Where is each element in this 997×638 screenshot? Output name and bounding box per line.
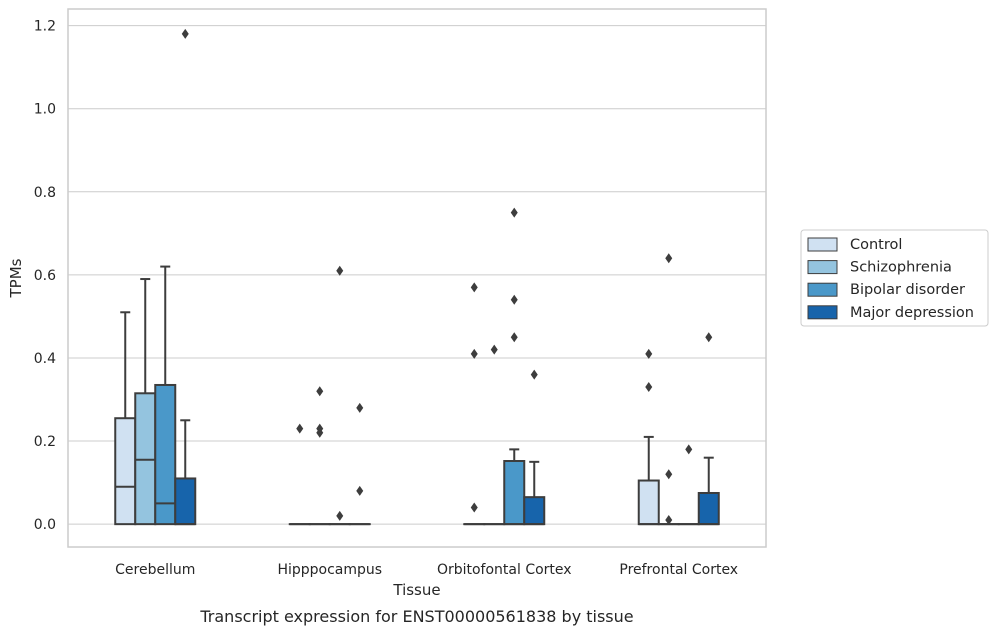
box-body <box>524 497 544 524</box>
outlier-point <box>531 370 538 380</box>
outlier-point <box>511 208 518 218</box>
y-tick-label: 0.8 <box>34 185 56 201</box>
box-body <box>135 393 155 524</box>
outlier-point <box>665 253 672 263</box>
x-tick-label: Prefrontal Cortex <box>619 562 738 578</box>
y-tick-label: 0.6 <box>34 268 56 284</box>
x-tick-label: Cerebellum <box>115 562 195 578</box>
y-tick-label: 0.0 <box>34 517 56 533</box>
y-tick-label: 0.4 <box>34 351 56 367</box>
box-control <box>290 424 310 525</box>
outlier-point <box>182 29 189 39</box>
box-body <box>504 461 524 524</box>
outlier-point <box>705 332 712 342</box>
legend-swatch <box>808 283 837 296</box>
outlier-point <box>685 444 692 454</box>
box-body <box>175 478 195 524</box>
box-body <box>115 418 135 524</box>
y-tick-label: 1.2 <box>34 19 56 35</box>
box-control <box>639 349 659 524</box>
box-bipolar-disorder <box>155 267 175 525</box>
box-schizophrenia <box>659 253 679 525</box>
outlier-point <box>511 295 518 305</box>
y-tick-label: 0.2 <box>34 434 56 450</box>
x-tick-label: Orbitofontal Cortex <box>437 562 572 578</box>
box-major-depression <box>524 370 544 525</box>
outlier-point <box>471 282 478 292</box>
legend-swatch <box>808 238 837 251</box>
legend-swatch <box>808 261 837 274</box>
outlier-point <box>356 403 363 413</box>
outlier-point <box>356 486 363 496</box>
legend: Control Schizophrenia Bipolar disorder Majo… <box>801 230 988 326</box>
box-schizophrenia <box>484 345 504 524</box>
x-tick-label: Hipppocampus <box>277 562 382 578</box>
box-major-depression <box>699 332 719 524</box>
outlier-point <box>336 511 343 521</box>
y-axis-label: TPMs <box>7 258 25 298</box>
box-schizophrenia <box>135 279 155 524</box>
outlier-point <box>471 503 478 513</box>
outlier-point <box>471 349 478 359</box>
box-bipolar-disorder <box>504 208 524 525</box>
box-schizophrenia <box>310 386 330 524</box>
legend-label: Bipolar disorder <box>850 282 965 298</box>
box-control <box>115 312 135 524</box>
box-control <box>464 282 484 524</box>
outlier-point <box>665 469 672 479</box>
outlier-point <box>336 266 343 276</box>
box-major-depression <box>175 29 195 524</box>
outlier-point <box>645 349 652 359</box>
outlier-point <box>316 386 323 396</box>
y-tick-label: 1.0 <box>34 102 56 118</box>
legend-label: Control <box>850 237 902 253</box>
box-bipolar-disorder <box>679 444 699 524</box>
x-axis-label: Tissue <box>392 581 440 599</box>
outlier-point <box>296 424 303 434</box>
boxes <box>115 29 719 525</box>
box-body <box>639 481 659 525</box>
box-bipolar-disorder <box>330 266 350 524</box>
legend-label: Major depression <box>850 305 974 321</box>
outlier-point <box>491 345 498 355</box>
legend-swatch <box>808 306 837 319</box>
legend-label: Schizophrenia <box>850 260 952 276</box>
box-body <box>699 493 719 524</box>
chart-caption: Transcript expression for ENST0000056183… <box>199 607 633 626</box>
box-major-depression <box>350 403 370 524</box>
outlier-point <box>645 382 652 392</box>
outlier-point <box>511 332 518 342</box>
